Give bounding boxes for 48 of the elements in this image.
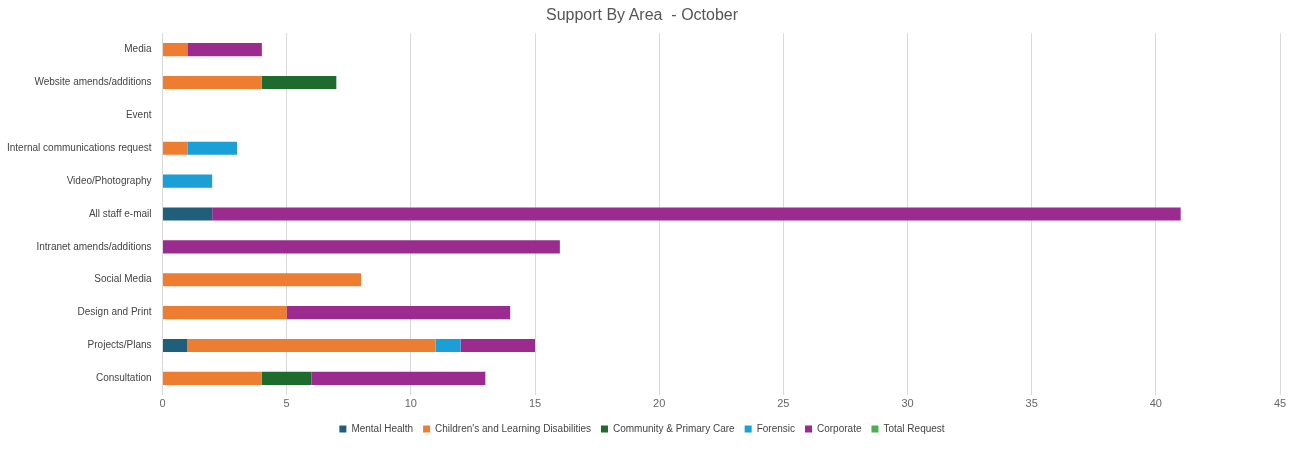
y-tick-label: Intranet amends/additions [36, 240, 152, 252]
x-tick-label: 10 [404, 397, 417, 410]
y-tick-label: Media [124, 43, 152, 55]
legend-label: Children's and Learning Disabilities [435, 422, 591, 434]
bar [261, 75, 337, 90]
x-tick-label: 35 [1025, 397, 1038, 410]
bar [163, 371, 262, 385]
y-tick-label: Internal communications request [6, 142, 152, 153]
bar [187, 141, 238, 155]
x-tick-label: 15 [528, 397, 542, 410]
legend-label: Corporate [817, 422, 862, 434]
y-tick-label: Consultation [95, 372, 152, 384]
bar [163, 141, 188, 155]
x-tick-label: 45 [1273, 397, 1287, 410]
bar [163, 174, 213, 188]
bar [163, 43, 188, 57]
bar [163, 273, 362, 287]
y-tick-label: Video/Photography [66, 174, 152, 186]
bar [311, 371, 486, 385]
x-tick-label: 20 [653, 397, 666, 410]
bar [187, 338, 436, 353]
x-tick-label: 5 [283, 397, 290, 410]
y-tick-label: Website amends/additions [34, 76, 152, 88]
x-tick-label: 0 [159, 397, 166, 410]
y-tick-label: Social Media [94, 273, 152, 285]
legend-label: Community & Primary Care [612, 422, 736, 434]
bar [286, 306, 511, 320]
y-tick-label: Event [125, 109, 152, 121]
bar [163, 240, 560, 254]
bar [163, 75, 262, 90]
chart-title: Support By Area - October [545, 6, 739, 24]
bar [460, 338, 536, 353]
x-tick-label: 40 [1149, 397, 1162, 410]
legend-label: Mental Health [351, 422, 414, 434]
bar [261, 371, 312, 385]
bar [212, 207, 1181, 221]
bar [187, 43, 262, 57]
x-tick-label: 25 [777, 397, 790, 410]
bar [163, 338, 188, 353]
bar [163, 207, 213, 221]
y-tick-label: Design and Print [77, 306, 152, 318]
legend-label: Forensic [756, 422, 796, 434]
bar [435, 338, 461, 353]
y-tick-label: Projects/Plans [87, 339, 152, 351]
y-tick-label: All staff e-mail [88, 207, 152, 219]
x-tick-label: 30 [901, 397, 914, 410]
legend-label: Total Request [883, 422, 945, 434]
bar [163, 306, 287, 320]
